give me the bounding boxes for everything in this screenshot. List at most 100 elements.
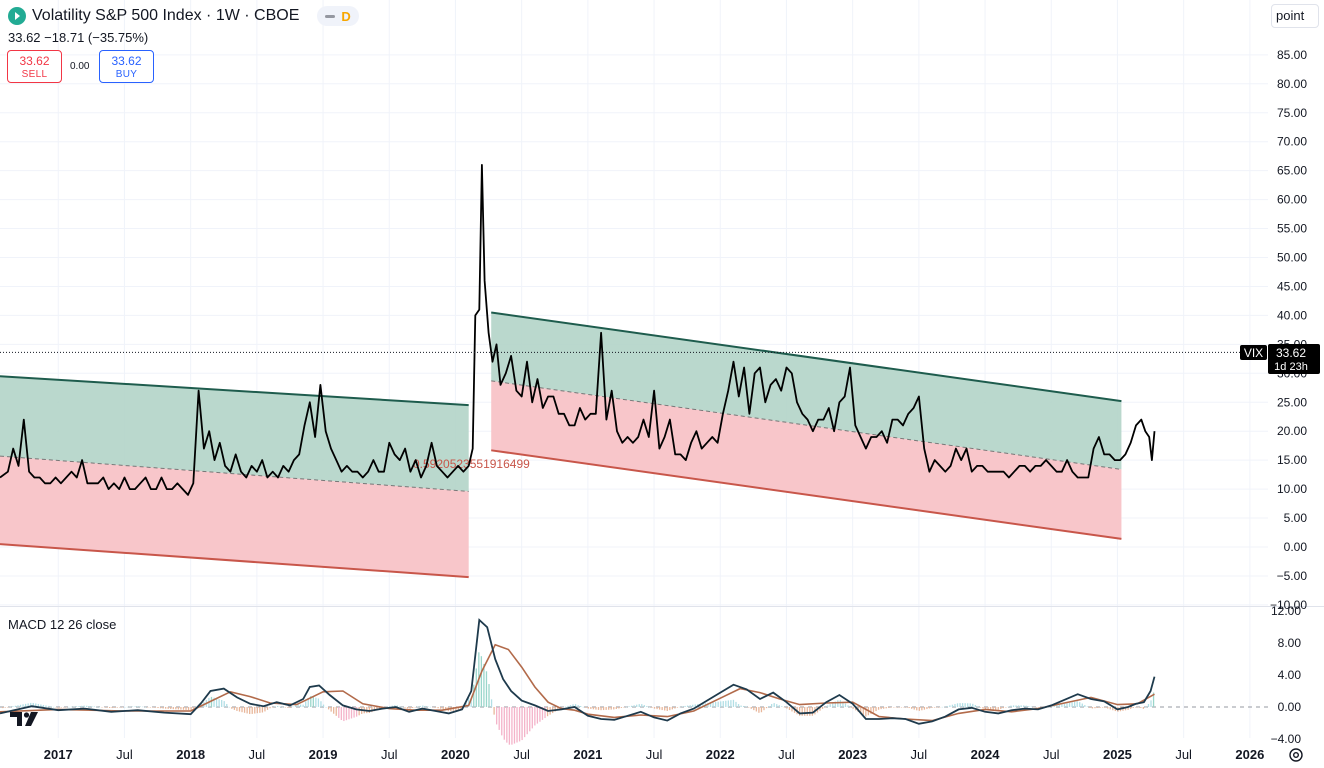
histogram-bar bbox=[157, 707, 159, 709]
channel-upper-line[interactable] bbox=[491, 311, 1122, 403]
histogram-bar bbox=[557, 707, 559, 711]
histogram-bar bbox=[610, 707, 612, 710]
buy-button[interactable]: 33.62 BUY bbox=[99, 50, 154, 83]
histogram-bar bbox=[600, 707, 602, 711]
histogram-bar bbox=[503, 707, 505, 740]
histogram-bar bbox=[742, 705, 745, 707]
histogram-bar bbox=[590, 707, 592, 709]
histogram-bar bbox=[27, 703, 29, 707]
histogram-bar bbox=[149, 707, 152, 708]
histogram-bar bbox=[368, 707, 370, 713]
histogram-bar bbox=[1147, 704, 1150, 707]
histogram-bar bbox=[1096, 707, 1099, 709]
histogram-bar bbox=[951, 704, 954, 707]
histogram-bar bbox=[259, 707, 261, 713]
price-line[interactable] bbox=[0, 164, 1156, 496]
histogram-bar bbox=[646, 705, 648, 707]
histogram-bar bbox=[847, 705, 849, 707]
interval-badge: D bbox=[341, 8, 351, 24]
macd-tick-label: 0.00 bbox=[1278, 700, 1302, 714]
histogram-bar bbox=[1140, 707, 1142, 708]
histogram-bar bbox=[35, 703, 37, 707]
histogram-bar bbox=[299, 704, 302, 707]
histogram-bar bbox=[371, 707, 373, 713]
histogram-bar bbox=[136, 706, 139, 707]
histogram-bar bbox=[513, 707, 516, 744]
histogram-bar bbox=[984, 707, 987, 710]
macd-line[interactable] bbox=[0, 618, 1156, 725]
histogram-bar bbox=[279, 706, 281, 707]
last-price-badge[interactable] bbox=[1268, 344, 1320, 374]
histogram-bar bbox=[801, 707, 803, 716]
histogram-bar bbox=[1104, 707, 1106, 708]
histogram-bar bbox=[730, 700, 732, 707]
histogram-bar bbox=[292, 706, 294, 708]
histogram-bar bbox=[620, 707, 623, 708]
histogram-bar bbox=[30, 702, 32, 707]
histogram-bar bbox=[979, 707, 982, 708]
histogram-bar bbox=[22, 704, 24, 707]
macd-title[interactable]: MACD 12 26 close bbox=[8, 617, 117, 632]
histogram-bar bbox=[946, 706, 948, 707]
histogram-bar bbox=[427, 706, 429, 707]
histogram-bar bbox=[305, 701, 307, 707]
histogram-bar bbox=[170, 707, 172, 709]
histogram-bar bbox=[860, 707, 862, 714]
histogram-bar bbox=[768, 706, 770, 707]
histogram-bar bbox=[1005, 707, 1007, 708]
channel-lower-line[interactable] bbox=[491, 449, 1122, 540]
histogram-bar bbox=[890, 707, 892, 708]
channel-mid-line[interactable] bbox=[0, 455, 469, 492]
histogram-bar bbox=[928, 707, 931, 709]
time-tick-label: 2019 bbox=[309, 747, 338, 762]
histogram-bar bbox=[508, 707, 511, 745]
histogram-bar bbox=[755, 707, 758, 712]
histogram-bar bbox=[483, 663, 485, 707]
histogram-bar bbox=[289, 707, 292, 708]
histogram-bar bbox=[80, 705, 83, 707]
price-tick-label: 20.00 bbox=[1277, 424, 1307, 438]
histogram-bar bbox=[1000, 707, 1002, 709]
histogram-bar bbox=[1137, 707, 1139, 708]
interval-pill[interactable]: D bbox=[317, 6, 359, 26]
histogram-bar bbox=[702, 703, 704, 707]
histogram-bar bbox=[325, 706, 327, 708]
histogram-bar bbox=[287, 707, 289, 708]
histogram-bar bbox=[1017, 705, 1020, 707]
time-tick-label: Jul bbox=[249, 747, 266, 762]
symbol-title[interactable]: Volatility S&P 500 Index · 1W · CBOE bbox=[32, 7, 300, 24]
tradingview-logo-icon[interactable] bbox=[10, 710, 40, 731]
histogram-bar bbox=[396, 705, 399, 707]
histogram-bar bbox=[96, 706, 98, 708]
histogram-bar bbox=[91, 706, 93, 707]
histogram-bar bbox=[1084, 705, 1086, 707]
channel-upper-line[interactable] bbox=[0, 375, 469, 407]
histogram-bar bbox=[567, 705, 569, 707]
histogram-bar bbox=[778, 705, 780, 707]
histogram-bar bbox=[355, 707, 358, 717]
histogram-bar bbox=[14, 705, 17, 707]
play-circle-icon[interactable] bbox=[8, 7, 26, 25]
histogram-bar bbox=[114, 707, 116, 708]
channel-lower-line[interactable] bbox=[0, 543, 469, 579]
gear-icon[interactable] bbox=[1287, 746, 1305, 768]
histogram-bar bbox=[936, 707, 938, 708]
histogram-bar bbox=[465, 702, 467, 707]
scale-mode-button[interactable]: point bbox=[1271, 4, 1319, 28]
sell-button[interactable]: 33.62 SELL bbox=[7, 50, 62, 83]
time-tick-label: 2018 bbox=[176, 747, 205, 762]
spread-value: 0.00 bbox=[70, 61, 90, 72]
histogram-bar bbox=[218, 699, 220, 707]
vix-symbol-badge[interactable] bbox=[1240, 345, 1267, 360]
histogram-bar bbox=[106, 707, 108, 708]
histogram-bar bbox=[152, 707, 154, 708]
histogram-bar bbox=[849, 707, 852, 708]
price-tick-label: 15.00 bbox=[1277, 453, 1307, 467]
histogram-bar bbox=[144, 706, 146, 708]
price-tick-label: 10.00 bbox=[1277, 482, 1307, 496]
histogram-bar bbox=[126, 706, 129, 708]
price-change: −18.71 bbox=[44, 30, 85, 45]
time-tick-label: Jul bbox=[646, 747, 663, 762]
